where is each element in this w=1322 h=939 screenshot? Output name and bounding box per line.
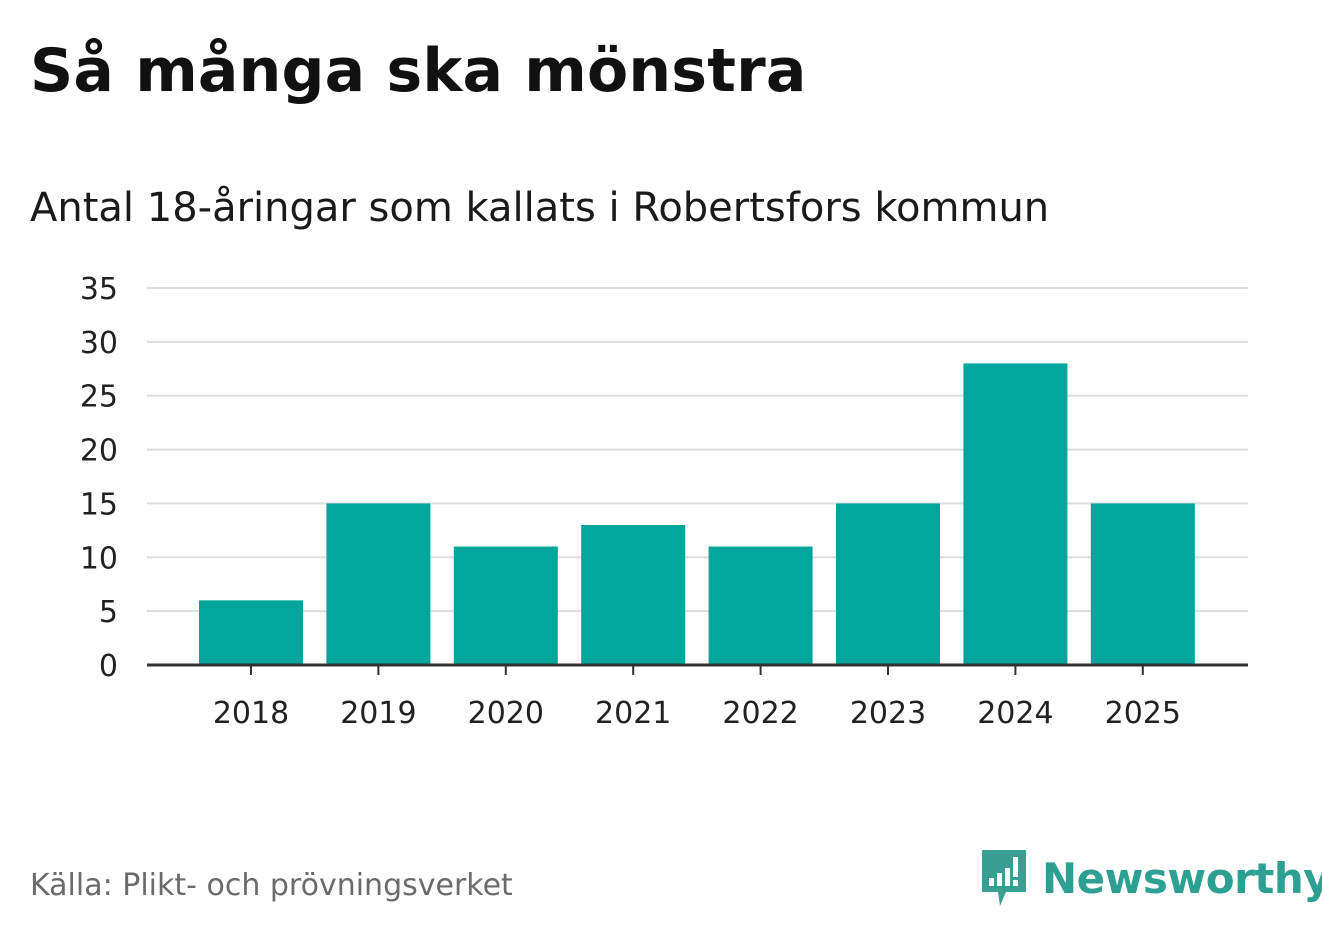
x-tick-label: 2024 xyxy=(977,696,1053,731)
y-tick-label: 30 xyxy=(80,326,118,361)
bar-2022 xyxy=(708,546,813,665)
x-tick-label: 2020 xyxy=(468,696,544,731)
x-tick-label: 2022 xyxy=(722,696,798,731)
x-tick-label: 2021 xyxy=(595,696,671,731)
bar-2021 xyxy=(581,524,686,665)
y-tick-label: 10 xyxy=(80,541,118,576)
y-tick-label: 0 xyxy=(99,649,118,684)
chart-subtitle: Antal 18-åringar som kallats i Robertsfo… xyxy=(30,185,1050,231)
y-tick-label: 5 xyxy=(99,595,118,630)
source-note: Källa: Plikt- och prövningsverket xyxy=(30,868,513,903)
brand-logo: Newsworthy xyxy=(980,848,1322,908)
bar-2020 xyxy=(453,546,558,665)
bar-2023 xyxy=(836,503,940,665)
y-tick-label: 25 xyxy=(80,380,118,415)
bar-2025 xyxy=(1090,503,1195,665)
x-tick-label: 2018 xyxy=(213,696,289,731)
bar-2024 xyxy=(963,363,1068,665)
chart-title: Så många ska mönstra xyxy=(30,36,807,106)
y-tick-label: 20 xyxy=(80,434,118,469)
y-tick-label: 35 xyxy=(80,272,118,307)
bar-2019 xyxy=(326,503,431,665)
x-tick-label: 2023 xyxy=(850,696,926,731)
newsworthy-logo-icon xyxy=(982,850,1026,906)
x-tick-label: 2019 xyxy=(340,696,416,731)
y-tick-label: 15 xyxy=(80,487,118,522)
brand-name: Newsworthy xyxy=(1042,853,1322,903)
x-tick-label: 2025 xyxy=(1105,696,1181,731)
bar-2018 xyxy=(199,600,303,665)
